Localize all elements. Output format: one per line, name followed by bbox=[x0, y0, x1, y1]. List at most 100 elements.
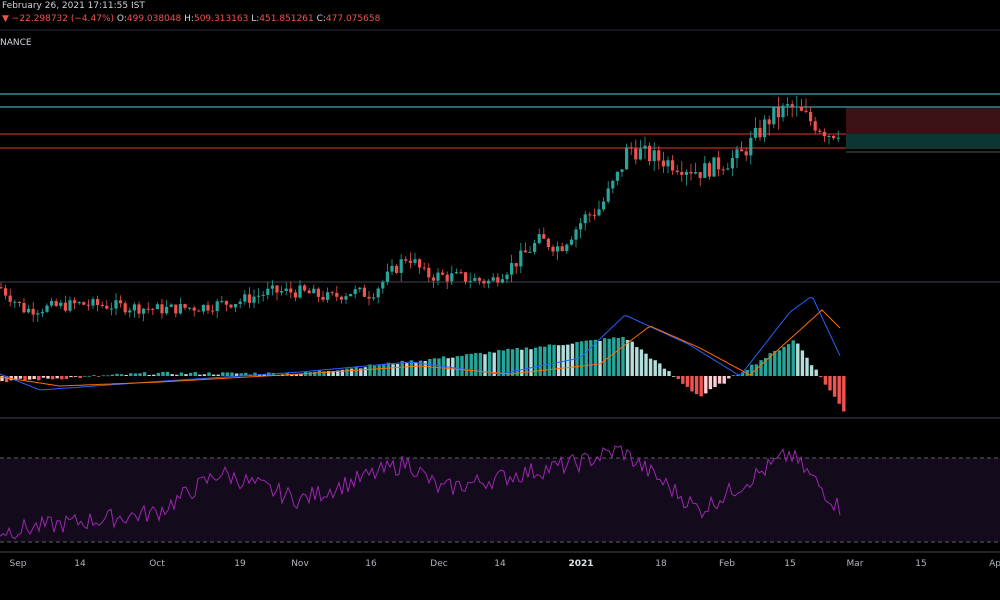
macd-histogram-bar bbox=[501, 350, 506, 376]
macd-histogram-bar bbox=[193, 372, 197, 376]
short-position-target-zone[interactable] bbox=[846, 134, 1000, 149]
candle-body bbox=[174, 304, 178, 314]
candle-body bbox=[606, 188, 610, 202]
candle-body bbox=[59, 302, 63, 306]
time-axis-label: 14 bbox=[494, 559, 506, 569]
candle-body bbox=[818, 130, 822, 132]
macd-histogram-bar bbox=[211, 374, 216, 376]
candle-body bbox=[40, 311, 44, 314]
macd-histogram-bar bbox=[345, 368, 349, 376]
candle-body bbox=[91, 299, 95, 306]
macd-histogram-bar bbox=[593, 339, 598, 376]
candle-body bbox=[776, 107, 780, 118]
candle-body bbox=[836, 137, 840, 139]
candle-body bbox=[436, 272, 440, 281]
candle-body bbox=[137, 304, 141, 314]
candle-body bbox=[27, 308, 31, 313]
candle-body bbox=[293, 292, 297, 298]
macd-histogram-bar bbox=[225, 372, 230, 376]
candle-body bbox=[431, 277, 435, 281]
candle-body bbox=[523, 250, 527, 253]
candle-body bbox=[353, 289, 357, 294]
macd-histogram-bar bbox=[202, 374, 207, 376]
time-axis-label: Oct bbox=[149, 559, 165, 569]
macd-histogram-bar bbox=[423, 361, 427, 376]
macd-histogram-bar bbox=[451, 357, 455, 376]
macd-histogram-bar bbox=[349, 368, 354, 376]
macd-histogram-bar bbox=[188, 372, 193, 376]
candle-body bbox=[257, 295, 261, 297]
candle-body bbox=[661, 160, 665, 167]
candle-body bbox=[694, 172, 698, 174]
candle-body bbox=[763, 119, 767, 138]
time-axis-label: Sep bbox=[10, 559, 27, 569]
macd-histogram-bar bbox=[257, 374, 262, 376]
macd-histogram-bar bbox=[598, 340, 602, 376]
candle-body bbox=[680, 171, 684, 175]
candle-body bbox=[326, 292, 330, 300]
candle-body bbox=[367, 296, 371, 299]
candle-body bbox=[330, 292, 334, 294]
time-axis[interactable]: Sep 14 Oct 19 Nov 16 Dec 14 2021 18 Feb 15 Mar 15 Ap bbox=[10, 559, 1000, 569]
macd-histogram-bar bbox=[363, 367, 368, 376]
candle-body bbox=[528, 251, 532, 253]
candle-body bbox=[772, 107, 776, 125]
candle-body bbox=[500, 279, 504, 283]
candle-body bbox=[730, 158, 734, 169]
rsi-line bbox=[0, 445, 841, 540]
short-position-stop-zone[interactable] bbox=[846, 108, 1000, 134]
ohlc-readout: ▼ −22.298732 (−4.47%) O:499.038048 H:509… bbox=[2, 14, 380, 24]
macd-histogram-bar bbox=[41, 376, 46, 378]
macd-histogram-bar bbox=[87, 375, 92, 377]
candle-body bbox=[307, 290, 311, 294]
macd-histogram-bar bbox=[395, 363, 400, 376]
candle-body bbox=[519, 250, 523, 267]
candle-body bbox=[404, 259, 408, 261]
candle-body bbox=[192, 307, 196, 311]
change-arrow-icon: ▼ bbox=[2, 14, 9, 24]
macd-histogram-bar bbox=[704, 376, 708, 394]
macd-histogram-bar bbox=[230, 372, 234, 376]
candle-body bbox=[385, 271, 389, 282]
candle-body bbox=[372, 297, 376, 299]
candle-body bbox=[335, 292, 339, 297]
low-label: L: bbox=[251, 14, 260, 24]
candle-body bbox=[459, 272, 463, 274]
macd-histogram-bar bbox=[37, 376, 41, 381]
macd-histogram-bar bbox=[722, 376, 726, 384]
macd-histogram-bar bbox=[506, 348, 510, 376]
candle-body bbox=[45, 305, 49, 312]
macd-histogram-bar bbox=[400, 360, 404, 376]
macd-histogram-bar bbox=[768, 353, 772, 376]
exchange-name: NANCE bbox=[0, 38, 32, 48]
candle-body bbox=[671, 160, 675, 171]
signal-line bbox=[0, 309, 841, 387]
candle-body bbox=[473, 278, 477, 281]
candle-body bbox=[698, 172, 702, 178]
time-axis-label: Dec bbox=[430, 559, 447, 569]
candle-body bbox=[643, 145, 647, 149]
candle-body bbox=[565, 244, 569, 251]
macd-histogram-bar bbox=[524, 347, 529, 376]
macd-histogram-bar bbox=[621, 337, 625, 376]
candle-body bbox=[86, 304, 90, 306]
macd-histogram-bar bbox=[791, 340, 795, 376]
candle-body bbox=[119, 300, 123, 304]
macd-histogram-bar bbox=[740, 372, 745, 376]
candle-body bbox=[542, 234, 546, 239]
close-value: 477.075658 bbox=[325, 14, 381, 24]
candle-body bbox=[160, 304, 164, 314]
candle-body bbox=[786, 104, 790, 106]
macd-histogram-bar bbox=[234, 373, 239, 376]
candle-body bbox=[399, 259, 403, 273]
macd-histogram-bar bbox=[616, 338, 621, 376]
macd-histogram-bar bbox=[460, 355, 464, 376]
close-label: C: bbox=[316, 14, 326, 24]
candle-body bbox=[675, 170, 679, 172]
macd-histogram-bar bbox=[239, 373, 243, 376]
candle-body bbox=[569, 239, 573, 245]
macd-histogram-bar bbox=[313, 371, 317, 376]
macd-histogram-bar bbox=[221, 372, 225, 376]
macd-histogram-bar bbox=[717, 376, 722, 384]
